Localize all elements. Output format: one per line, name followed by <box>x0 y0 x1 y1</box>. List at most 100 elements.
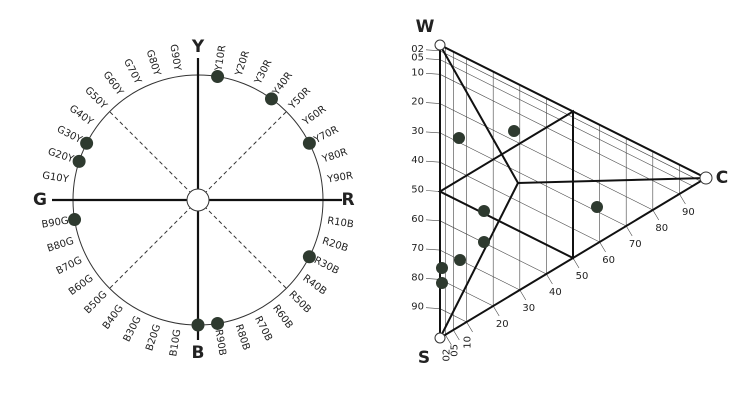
hue-label: B40G <box>101 303 126 332</box>
hue-label: Y80R <box>320 147 349 166</box>
hue-label: R70B <box>252 314 274 343</box>
sample-dot <box>453 132 465 144</box>
hue-dot <box>80 136 94 150</box>
hue-label: R10B <box>326 216 354 231</box>
hue-dot <box>191 318 205 332</box>
chromaticness-label: 70 <box>629 239 642 250</box>
chromaticness-label: 50 <box>576 271 589 282</box>
corner-label: S <box>418 348 430 368</box>
color-triangle: W S C 0205102030405060708090020510203040… <box>411 17 728 368</box>
hue-label: B80G <box>46 236 75 255</box>
blackness-label: 30 <box>411 126 424 137</box>
chromaticness-label: 20 <box>496 319 509 330</box>
blackness-line <box>439 59 693 187</box>
blackness-label: 80 <box>411 272 424 283</box>
hue-label: R60B <box>270 303 295 331</box>
inner-triangle <box>437 109 574 260</box>
blackness-label: 60 <box>411 214 424 225</box>
hue-dot <box>264 92 278 106</box>
chromaticness-label: 40 <box>549 287 562 298</box>
axis-label: B <box>192 343 205 363</box>
blackness-label: 10 <box>411 67 424 78</box>
sample-dot <box>478 205 490 217</box>
hue-label: B50G <box>82 289 109 316</box>
chromaticness-label: 80 <box>655 223 668 234</box>
hue-dot <box>68 213 82 227</box>
hue-label: Y50R <box>286 86 313 113</box>
scale-tick <box>492 305 500 317</box>
hue-label: G30Y <box>55 124 84 146</box>
corner-label: W <box>416 17 435 37</box>
hue-label: R80B <box>233 323 252 352</box>
chromaticness-label: 10 <box>463 336 474 349</box>
triangle-lines <box>437 43 709 340</box>
corner <box>434 39 446 51</box>
hue-label: R40B <box>300 273 328 298</box>
scale-tick <box>425 190 441 192</box>
hue-label: B20G <box>144 323 163 352</box>
scale-tick <box>453 329 460 341</box>
hue-label: G50Y <box>82 85 109 112</box>
hue-dot <box>211 70 225 84</box>
hue-label: G80Y <box>144 49 163 79</box>
sample-dot <box>436 262 448 274</box>
blackness-line <box>439 50 701 182</box>
blackness-line <box>439 74 680 195</box>
hue-label: Y60R <box>300 104 328 129</box>
scale-tick <box>652 209 660 221</box>
scale-tick <box>445 334 452 345</box>
scale-tick <box>425 102 441 104</box>
scale-tick <box>599 241 606 253</box>
blackness-label: 90 <box>411 302 424 313</box>
color-circle: Y R B G Y10R Y20R Y30RY40RY50RY60RY70RY80R… <box>33 37 355 363</box>
hue-label: Y20R <box>233 49 252 78</box>
hue-label: Y70R <box>312 124 341 146</box>
scale-tick <box>425 73 441 75</box>
scale-tick <box>425 219 441 222</box>
chromaticness-label: 02 <box>441 349 452 362</box>
hue-label: B60G <box>67 273 96 298</box>
hue-dot <box>72 154 86 168</box>
hue-label: G70Y <box>121 57 143 86</box>
blackness-label: 70 <box>411 243 424 254</box>
scale-tick <box>519 289 527 301</box>
blackness-label: 40 <box>411 155 424 166</box>
blackness-line <box>439 249 520 291</box>
hue-label: Y30R <box>253 58 275 87</box>
hue-label: G60Y <box>101 70 126 99</box>
sample-dot <box>436 277 448 289</box>
hue-line <box>439 182 519 339</box>
axis-label: G <box>33 190 47 210</box>
blackness-label: 05 <box>411 53 424 64</box>
axis-label: R <box>341 190 354 210</box>
blackness-label: 02 <box>411 44 424 55</box>
hue-label: B30G <box>122 314 144 343</box>
hue-label: Y10R <box>213 44 228 72</box>
scale-tick <box>466 321 473 333</box>
scale-tick <box>625 225 633 237</box>
hue-label: R50B <box>286 289 313 316</box>
color-samples <box>436 125 603 289</box>
hue-dot <box>302 136 316 150</box>
hue-dot <box>211 316 225 330</box>
hue-label: G40Y <box>67 103 96 128</box>
scale-tick <box>572 257 580 269</box>
center-circle <box>186 188 210 212</box>
scale-tick <box>425 160 441 163</box>
hue-label: B10G <box>168 329 183 358</box>
scale-tick <box>425 307 441 309</box>
hue-dot <box>302 250 316 264</box>
hue-label: B70G <box>55 255 84 277</box>
scale-tick <box>679 193 686 205</box>
chromaticness-label: 90 <box>682 207 695 218</box>
corner-markers <box>434 39 713 344</box>
scale-tick <box>425 49 441 52</box>
sample-dot <box>508 125 520 137</box>
blackness-label: 50 <box>411 185 424 196</box>
sample-dot <box>478 236 490 248</box>
hue-label: R20B <box>321 236 350 255</box>
axis-label: Y <box>191 37 205 57</box>
corner <box>699 171 713 185</box>
hue-label: G90Y <box>167 44 182 73</box>
